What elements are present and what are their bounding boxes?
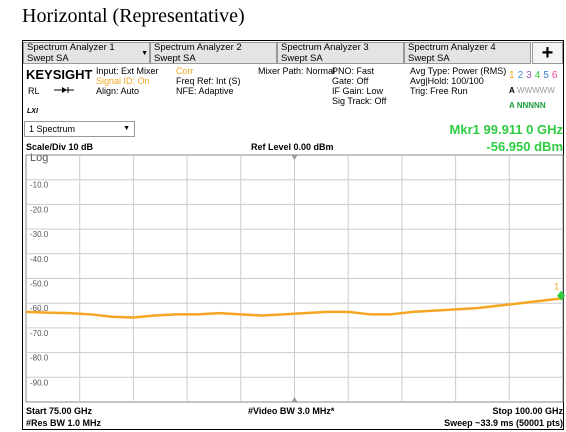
y-tick-label: -60.0 bbox=[30, 304, 49, 313]
rl: RL bbox=[28, 86, 40, 96]
trace-types: WWWWW bbox=[517, 86, 555, 95]
input-icon bbox=[54, 87, 74, 93]
status-column: Corr Freq Ref: Int (S) NFE: Adaptive bbox=[176, 66, 241, 96]
marker-level: -56.950 dBm bbox=[486, 139, 563, 154]
window-select[interactable]: 1 Spectrum ▼ bbox=[24, 121, 135, 137]
status: Mixer Path: Normal bbox=[258, 66, 336, 76]
status: Sig Track: Off bbox=[332, 96, 387, 106]
status: Gate: Off bbox=[332, 76, 369, 86]
status-column: Input: Ext Mixer Signal ID: On Align: Auto bbox=[96, 66, 159, 96]
marker-frequency: Mkr1 99.911 0 GHz bbox=[449, 122, 563, 137]
y-tick-label: -80.0 bbox=[30, 354, 49, 363]
trace-number: 5 bbox=[543, 70, 550, 81]
tab[interactable]: Spectrum Analyzer 4 Swept SA bbox=[404, 42, 531, 64]
y-tick-label: -40.0 bbox=[30, 255, 49, 264]
window-name: 1 Spectrum bbox=[29, 124, 76, 134]
tab[interactable]: Spectrum Analyzer 2 Swept SA bbox=[150, 42, 277, 64]
trace-number: 4 bbox=[534, 70, 542, 81]
lxi: LXI bbox=[27, 108, 38, 115]
sweep: Sweep ~33.9 ms (50001 pts) bbox=[444, 418, 563, 428]
trace-number: 2 bbox=[517, 70, 525, 81]
y-tick-label: -90.0 bbox=[30, 378, 49, 387]
y-tick-label: -70.0 bbox=[30, 329, 49, 338]
tab-name: Spectrum Analyzer 3 bbox=[281, 42, 369, 53]
ref-level: Ref Level 0.00 dBm bbox=[251, 142, 334, 152]
scale: Scale/Div 10 dB bbox=[26, 142, 94, 152]
trace-row: A NNNNN bbox=[509, 101, 546, 111]
tab[interactable]: Spectrum Analyzer 1 Swept SA ▼ bbox=[23, 42, 150, 64]
y-tick-label: -50.0 bbox=[30, 280, 49, 289]
dropdown-arrow: ▼ bbox=[123, 125, 130, 132]
trace-detectors: NNNNN bbox=[516, 101, 546, 110]
add-button[interactable]: + bbox=[532, 42, 563, 64]
marker bbox=[557, 290, 566, 301]
center-marker bbox=[291, 155, 298, 160]
status: Trig: Free Run bbox=[410, 86, 468, 96]
video-bw: #Video BW 3.0 MHz* bbox=[248, 406, 335, 416]
status: Corr bbox=[176, 66, 194, 76]
status: Input: Ext Mixer bbox=[96, 66, 159, 76]
tab-name: Spectrum Analyzer 1 bbox=[27, 42, 115, 53]
trace bbox=[25, 297, 564, 319]
trace-label: A bbox=[509, 86, 515, 95]
tab-name: Spectrum Analyzer 4 bbox=[408, 42, 496, 53]
start-freq: Start 75.00 GHz bbox=[26, 406, 93, 416]
trace-number: 3 bbox=[526, 70, 533, 81]
trace-label: A bbox=[509, 101, 515, 110]
status-column: Mixer Path: Normal bbox=[258, 66, 335, 76]
tab-name: Spectrum Analyzer 2 bbox=[154, 42, 242, 53]
status: Avg|Hold: 100/100 bbox=[410, 76, 484, 86]
trace-number: 6 bbox=[551, 70, 559, 81]
status: PNO: Fast bbox=[332, 66, 375, 76]
trace-row: A WWWWW bbox=[509, 86, 555, 96]
status: NFE: Adaptive bbox=[176, 86, 234, 96]
y-tick-label: -20.0 bbox=[30, 205, 49, 214]
tab[interactable]: Spectrum Analyzer 3 Swept SA bbox=[277, 42, 404, 64]
status: Signal ID: On bbox=[96, 76, 150, 86]
tab-mode: Swept SA bbox=[154, 52, 196, 64]
res-bw: #Res BW 1.0 MHz bbox=[26, 418, 102, 428]
status-column: PNO: Fast Gate: Off IF Gain: Low Sig Track:… bbox=[332, 66, 386, 106]
tab-mode: Swept SA bbox=[408, 52, 450, 64]
trace-number: 1 bbox=[509, 70, 516, 81]
center-marker bbox=[291, 397, 298, 402]
status: IF Gain: Low bbox=[332, 86, 384, 96]
status-column: Avg Type: Power (RMS) Avg|Hold: 100/100 Tr… bbox=[410, 66, 506, 96]
brand: KEYSIGHT bbox=[26, 67, 93, 82]
status: Avg Type: Power (RMS) bbox=[410, 66, 507, 76]
y-tick-label: -10.0 bbox=[30, 181, 49, 190]
page-title: Horizontal (Representative) bbox=[22, 5, 245, 27]
tab-mode: Swept SA bbox=[27, 52, 69, 64]
tab-mode: Swept SA bbox=[281, 52, 323, 64]
marker-label: 1 bbox=[554, 282, 559, 292]
status: Align: Auto bbox=[96, 86, 140, 96]
dropdown-arrow: ▼ bbox=[141, 50, 148, 57]
stop-freq: Stop 100.00 GHz bbox=[492, 406, 563, 416]
status: Freq Ref: Int (S) bbox=[176, 76, 241, 86]
y-tick-label: -30.0 bbox=[30, 230, 49, 239]
